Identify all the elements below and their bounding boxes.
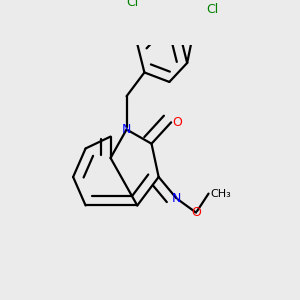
Text: O: O xyxy=(191,206,201,219)
Text: Cl: Cl xyxy=(126,0,138,9)
Text: O: O xyxy=(172,116,182,129)
Text: CH₃: CH₃ xyxy=(210,189,231,199)
Text: N: N xyxy=(172,192,181,205)
Text: Cl: Cl xyxy=(207,3,219,16)
Text: N: N xyxy=(122,123,131,136)
